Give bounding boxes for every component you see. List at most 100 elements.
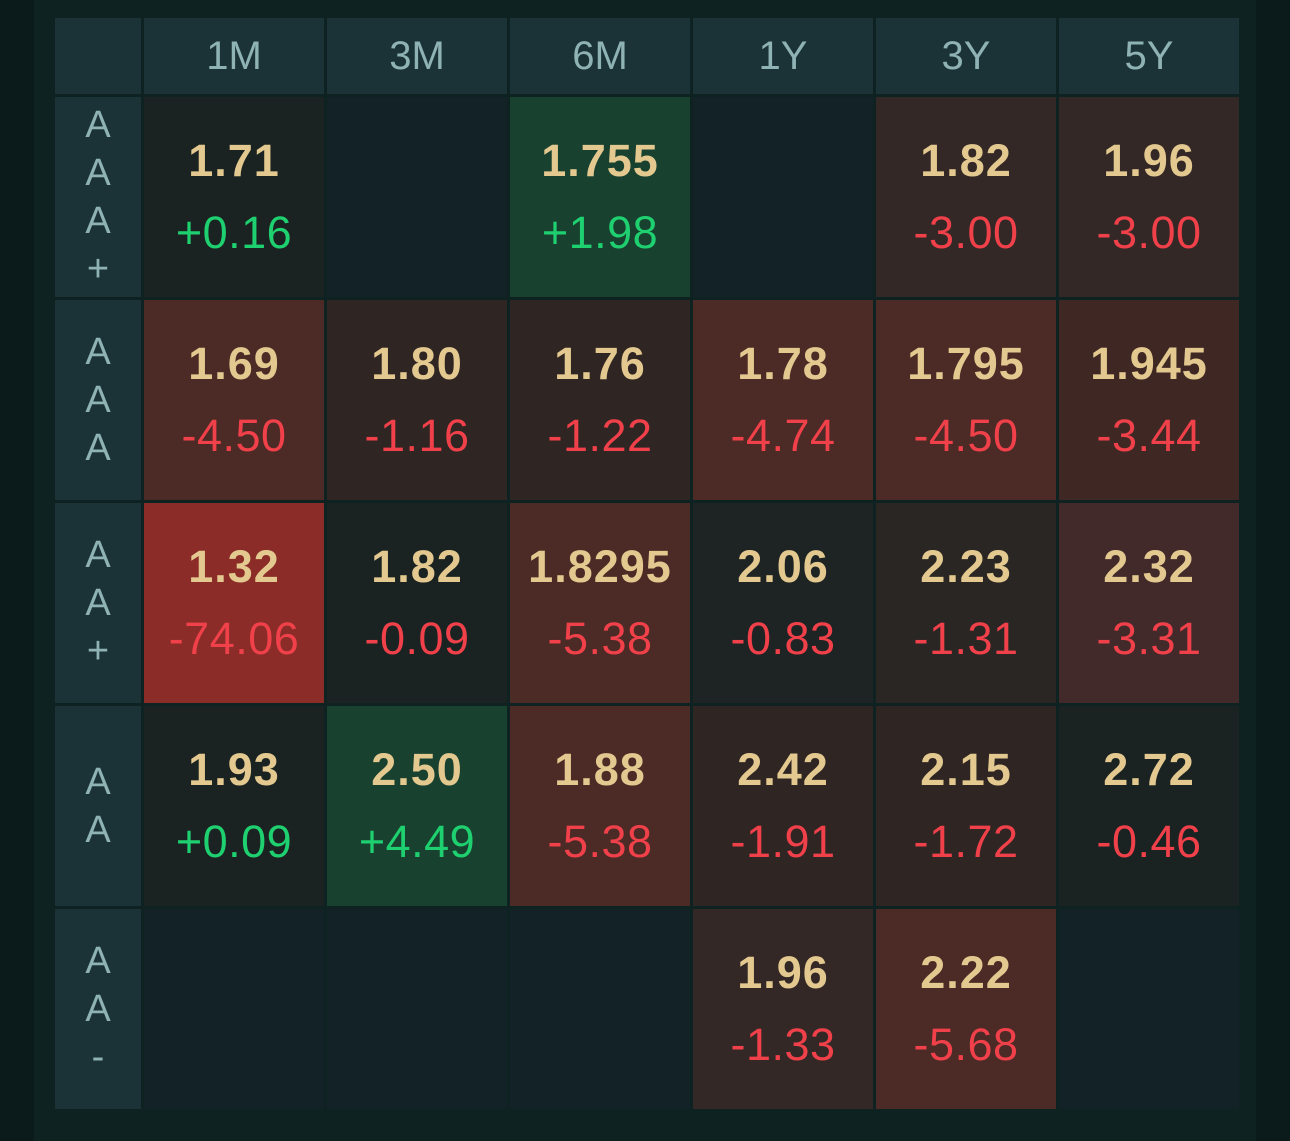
heatmap-cell[interactable]: 2.15 -1.72 — [876, 706, 1056, 906]
cell-value: 1.945 — [1090, 338, 1208, 389]
cell-value: 2.15 — [920, 744, 1012, 795]
heatmap-cell[interactable]: 1.69 -4.50 — [144, 300, 324, 500]
row-header[interactable]: A A + — [55, 503, 141, 703]
cell-change: -4.50 — [913, 410, 1019, 461]
heatmap-cell[interactable]: 1.795 -4.50 — [876, 300, 1056, 500]
row-header-char: A — [85, 940, 111, 982]
heatmap-cell[interactable]: 1.76 -1.22 — [510, 300, 690, 500]
cell-value: 1.69 — [188, 338, 280, 389]
cell-value: 1.8295 — [528, 541, 672, 592]
cell-value: 1.71 — [188, 135, 280, 186]
cell-change: -1.31 — [913, 613, 1019, 664]
heatmap-cell[interactable]: 1.32 -74.06 — [144, 503, 324, 703]
cell-change: -3.00 — [1096, 207, 1202, 258]
cell-value: 2.50 — [371, 744, 463, 795]
heatmap-cell[interactable]: 2.42 -1.91 — [693, 706, 873, 906]
cell-change: +4.49 — [358, 816, 476, 867]
cell-change: -4.74 — [730, 410, 836, 461]
cell-value: 1.755 — [541, 135, 659, 186]
cell-change: -74.06 — [168, 613, 300, 664]
cell-value: 2.23 — [920, 541, 1012, 592]
cell-value: 2.06 — [737, 541, 829, 592]
heatmap-cell[interactable]: 1.82 -3.00 — [876, 97, 1056, 297]
heatmap-cell[interactable]: 2.06 -0.83 — [693, 503, 873, 703]
row-header-char: A — [85, 809, 111, 851]
cell-change: -5.68 — [913, 1019, 1019, 1070]
cell-value: 1.88 — [554, 744, 646, 795]
cell-change: -3.44 — [1096, 410, 1202, 461]
heatmap-cell[interactable]: 1.82 -0.09 — [327, 503, 507, 703]
cell-value: 2.22 — [920, 947, 1012, 998]
heatmap-cell[interactable]: 2.50 +4.49 — [327, 706, 507, 906]
cell-change: -0.83 — [730, 613, 836, 664]
cell-change: -1.91 — [730, 816, 836, 867]
cell-change: -4.50 — [181, 410, 287, 461]
cell-value: 1.82 — [371, 541, 463, 592]
corner-cell — [55, 18, 141, 94]
cell-change: -1.33 — [730, 1019, 836, 1070]
heatmap-cell[interactable] — [693, 97, 873, 297]
row-header-char: A — [85, 152, 111, 194]
column-header-5y[interactable]: 5Y — [1059, 18, 1239, 94]
row-header-char: - — [91, 1036, 105, 1078]
cell-value: 2.32 — [1103, 541, 1195, 592]
row-header-char: A — [85, 582, 111, 624]
cell-change: +0.16 — [175, 207, 293, 258]
row-header-char: A — [85, 761, 111, 803]
heatmap-cell[interactable]: 1.93 +0.09 — [144, 706, 324, 906]
cell-change: +1.98 — [541, 207, 659, 258]
cell-value: 1.93 — [188, 744, 280, 795]
heatmap-cell[interactable]: 2.32 -3.31 — [1059, 503, 1239, 703]
row-header-char: + — [86, 248, 110, 290]
cell-value: 1.78 — [737, 338, 829, 389]
heatmap-cell[interactable]: 2.23 -1.31 — [876, 503, 1056, 703]
heatmap-cell[interactable]: 1.96 -3.00 — [1059, 97, 1239, 297]
row-header-char: A — [85, 988, 111, 1030]
column-header-3m[interactable]: 3M — [327, 18, 507, 94]
row-header[interactable]: A A A + — [55, 97, 141, 297]
cell-change: +0.09 — [175, 816, 293, 867]
cell-value: 1.96 — [1103, 135, 1195, 186]
row-header-char: A — [85, 331, 111, 373]
heatmap-cell[interactable]: 1.71 +0.16 — [144, 97, 324, 297]
row-header-char: A — [85, 200, 111, 242]
heatmap-cell[interactable]: 1.88 -5.38 — [510, 706, 690, 906]
cell-value: 1.96 — [737, 947, 829, 998]
cell-value: 1.76 — [554, 338, 646, 389]
heatmap-cell[interactable] — [1059, 909, 1239, 1109]
cell-change: -1.16 — [364, 410, 470, 461]
heatmap-cell[interactable]: 1.8295 -5.38 — [510, 503, 690, 703]
heatmap-cell[interactable]: 2.22 -5.68 — [876, 909, 1056, 1109]
heatmap-cell[interactable]: 1.96 -1.33 — [693, 909, 873, 1109]
column-header-3y[interactable]: 3Y — [876, 18, 1056, 94]
cell-change: -5.38 — [547, 613, 653, 664]
heatmap-cell[interactable]: 1.80 -1.16 — [327, 300, 507, 500]
cell-value: 1.82 — [920, 135, 1012, 186]
cell-change: -0.09 — [364, 613, 470, 664]
cell-change: -1.22 — [547, 410, 653, 461]
heatmap-cell[interactable]: 1.755 +1.98 — [510, 97, 690, 297]
heatmap-cell[interactable] — [327, 97, 507, 297]
cell-change: -3.00 — [913, 207, 1019, 258]
heatmap-cell[interactable] — [327, 909, 507, 1109]
heatmap-cell[interactable]: 1.78 -4.74 — [693, 300, 873, 500]
cell-value: 1.80 — [371, 338, 463, 389]
heatmap-cell[interactable]: 2.72 -0.46 — [1059, 706, 1239, 906]
heatmap-cell[interactable]: 1.945 -3.44 — [1059, 300, 1239, 500]
cell-change: -1.72 — [913, 816, 1019, 867]
cell-value: 2.72 — [1103, 744, 1195, 795]
column-header-1y[interactable]: 1Y — [693, 18, 873, 94]
cell-change: -0.46 — [1096, 816, 1202, 867]
cell-value: 1.795 — [907, 338, 1025, 389]
row-header-char: A — [85, 427, 111, 469]
column-header-1m[interactable]: 1M — [144, 18, 324, 94]
heatmap-cell[interactable] — [510, 909, 690, 1109]
heatmap-cell[interactable] — [144, 909, 324, 1109]
row-header-char: A — [85, 534, 111, 576]
column-header-6m[interactable]: 6M — [510, 18, 690, 94]
row-header-char: + — [86, 630, 110, 672]
cell-value: 2.42 — [737, 744, 829, 795]
